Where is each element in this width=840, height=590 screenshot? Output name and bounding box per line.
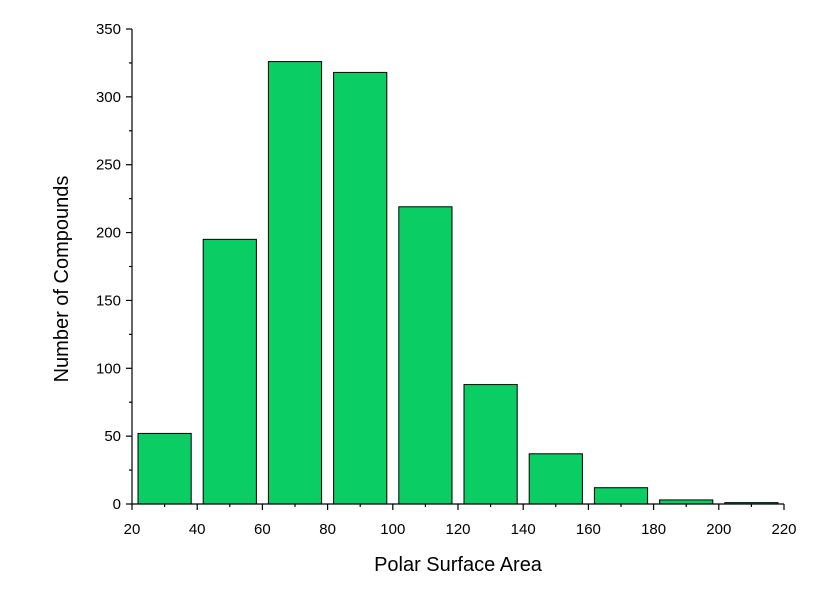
x-tick-label: 40: [189, 521, 206, 538]
x-tick-label: 160: [576, 521, 601, 538]
bar-2: [267, 61, 323, 505]
y-tick-label: 350: [96, 21, 121, 38]
bar-8: [659, 499, 714, 505]
x-tick-label: 80: [319, 521, 336, 538]
x-tick-label: 20: [124, 521, 141, 538]
x-tick-label: 180: [641, 521, 666, 538]
y-tick-label: 200: [96, 225, 121, 242]
bar-0: [137, 432, 192, 505]
y-tick-label: 0: [113, 496, 121, 513]
y-tick-label: 300: [96, 89, 121, 106]
bars-layer: [137, 61, 779, 505]
bar-5: [463, 384, 518, 505]
axes-layer: 0 50 100 150 200 250 300 350 20 40 60 80 100 120 140 16…: [96, 21, 797, 538]
bar-7: [593, 487, 649, 505]
x-tick-label: 120: [445, 521, 470, 538]
y-tick-label: 250: [96, 157, 121, 174]
bar-6: [528, 453, 583, 505]
y-tick-label: 100: [96, 360, 121, 377]
x-tick-label: 200: [706, 521, 731, 538]
bar-1: [202, 238, 257, 505]
x-tick-label: 220: [771, 521, 796, 538]
x-tick-label: 100: [380, 521, 405, 538]
y-axis-title: Number of Compounds: [51, 176, 73, 383]
x-tick-label: 140: [511, 521, 536, 538]
bar-3: [333, 71, 388, 505]
x-tick-label: 60: [254, 521, 271, 538]
y-tick-label: 150: [96, 292, 121, 309]
bar-4: [398, 206, 453, 505]
x-axis-title: Polar Surface Area: [374, 554, 543, 576]
y-tick-label: 50: [104, 428, 121, 445]
